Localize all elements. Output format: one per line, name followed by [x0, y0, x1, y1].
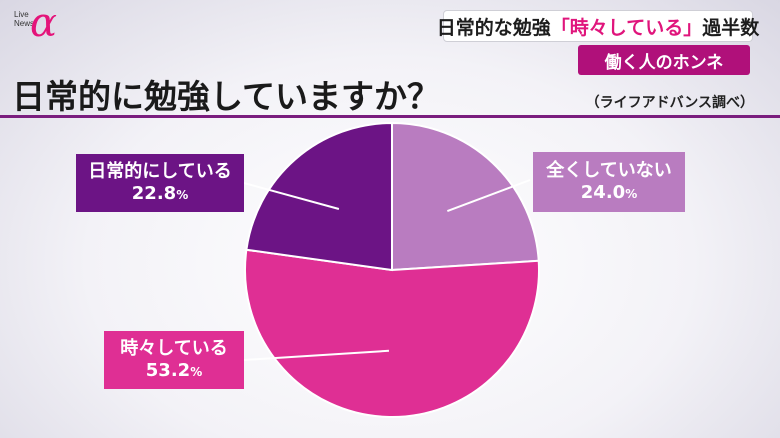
logo-line-live: Live	[14, 10, 29, 19]
slice-name-daily: 日常的にしている	[88, 161, 232, 183]
slice-label-sometimes: 時々している 53.2%	[104, 331, 244, 389]
slice-value-none: 24.0%	[533, 182, 685, 204]
topic-suffix: 過半数	[702, 16, 760, 39]
unit-daily: %	[176, 188, 189, 202]
topic-banner: 日常的な勉強 「時々している」 過半数	[437, 10, 759, 42]
logo-line-news: News	[14, 19, 35, 28]
alpha-logo-mark: α	[30, 0, 58, 46]
leader-lines	[243, 179, 531, 361]
slice-name-sometimes: 時々している	[120, 338, 228, 360]
slice-label-none: 全くしていない 24.0%	[533, 152, 685, 212]
slice-value-daily: 22.8%	[76, 183, 244, 205]
leader-line-none	[446, 179, 531, 212]
value-none: 24.0	[580, 182, 626, 203]
logo-text: Live News	[14, 10, 34, 28]
value-sometimes: 53.2	[145, 360, 191, 381]
slice-label-daily: 日常的にしている 22.8%	[76, 154, 244, 212]
unit-none: %	[625, 187, 638, 201]
value-daily: 22.8	[131, 183, 177, 204]
leader-line-sometimes	[243, 349, 390, 361]
leader-line-daily	[243, 182, 340, 210]
topic-highlight: 「時々している」	[550, 16, 703, 39]
topic-prefix: 日常的な勉強	[436, 16, 551, 39]
pie-slice-daily	[245, 121, 393, 272]
slice-value-sometimes: 53.2%	[104, 360, 244, 382]
pie-slice-sometimes	[244, 248, 540, 418]
subtopic-banner: 働く人のホンネ	[578, 45, 750, 75]
source-credit: （ライフアドバンス調べ）	[585, 95, 754, 111]
pie-slice-none	[391, 121, 540, 272]
unit-sometimes: %	[190, 365, 203, 379]
slice-name-none: 全くしていない	[546, 160, 672, 182]
chart-title: 日常的に勉強していますか？	[12, 77, 441, 116]
pie-slices	[244, 121, 540, 418]
live-news-alpha-logo: Live News α	[10, 0, 74, 50]
title-divider	[0, 115, 780, 118]
